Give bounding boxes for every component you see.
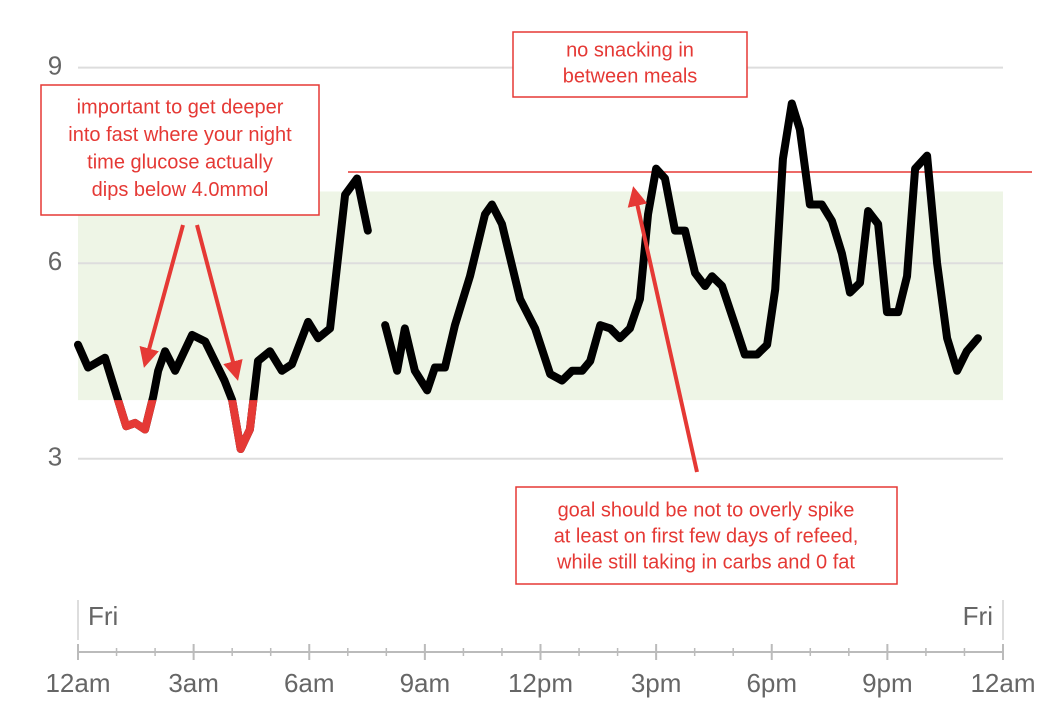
annotation-box: [40, 84, 320, 216]
annotation-box: [515, 486, 898, 585]
y-tick-label: 6: [48, 246, 62, 276]
glucose-line: [381, 99, 982, 395]
y-tick-label: 3: [48, 442, 62, 472]
x-tick-label: 6pm: [746, 668, 797, 698]
annotation-text: at least on first few days of refeed,: [554, 525, 859, 547]
y-tick-label: 9: [48, 51, 62, 81]
day-label: Fri: [88, 601, 118, 631]
annotation-text: goal should be not to overly spike: [558, 499, 855, 521]
annotation-text: between meals: [563, 65, 698, 87]
annotation-text: time glucose actually: [87, 151, 273, 173]
annotation-text: dips below 4.0mmol: [92, 179, 269, 201]
x-tick-label: 3am: [168, 668, 219, 698]
x-tick-label: 12am: [45, 668, 110, 698]
line-layer: [74, 99, 982, 454]
x-tick-label: 12pm: [508, 668, 573, 698]
day-label: Fri: [963, 601, 993, 631]
arrow: [139, 224, 185, 368]
annotation-text: no snacking in: [566, 39, 694, 61]
arrow: [627, 186, 699, 473]
annotation-text: important to get deeper: [77, 96, 284, 118]
glucose-low-line: [113, 400, 258, 454]
x-tick-label: 6am: [284, 668, 335, 698]
annotation-text: into fast where your night: [68, 124, 292, 146]
x-tick-label: 3pm: [631, 668, 682, 698]
arrow: [195, 224, 243, 381]
annotation-box: [512, 31, 748, 98]
x-tick-label: 9pm: [862, 668, 913, 698]
x-tick-label: 12am: [970, 668, 1035, 698]
annotation-layer: important to get deeper into fast where y…: [40, 31, 898, 585]
x-tick-label: 9am: [400, 668, 451, 698]
annotation-text: while still taking in carbs and 0 fat: [556, 551, 855, 573]
